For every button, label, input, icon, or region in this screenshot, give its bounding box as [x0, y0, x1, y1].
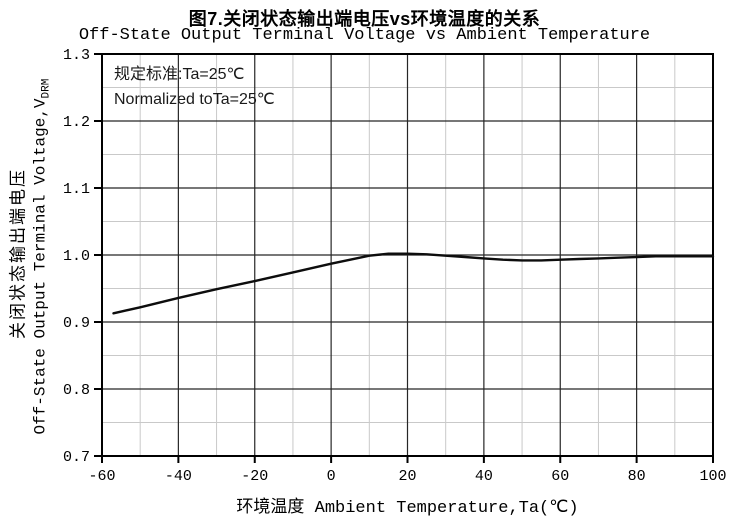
x-tick-label: -40	[165, 468, 192, 485]
x-tick-label: 0	[327, 468, 336, 485]
y-tick-label: 1.0	[63, 248, 90, 265]
voltage-temperature-curve	[112, 252, 715, 315]
x-tick-label: 80	[628, 468, 646, 485]
annotation-line-1: 规定标准:Ta=25℃	[114, 66, 245, 83]
x-tick-label: 20	[398, 468, 416, 485]
x-tick-label: 40	[475, 468, 493, 485]
x-tick-label: 60	[551, 468, 569, 485]
y-axis-label-cn: 关闭状态输出端电压	[8, 168, 28, 339]
y-tick-label: 0.9	[63, 315, 90, 332]
x-tick-label: -20	[241, 468, 268, 485]
y-tick-label: 0.8	[63, 382, 90, 399]
x-axis-label: 环境温度 Ambient Temperature,Ta(℃)	[236, 499, 579, 518]
y-tick-label: 0.7	[63, 449, 90, 466]
figure-title-en: Off-State Output Terminal Voltage vs Amb…	[78, 26, 651, 45]
x-tick-label: -60	[88, 468, 115, 485]
figure-title-cn: 图7.关闭状态输出端电压vs环境温度的关系	[188, 9, 541, 29]
normalization-note: 规定标准:Ta=25℃ Normalized toTa=25℃	[114, 62, 275, 112]
vdrm-subscript: DRM	[40, 78, 53, 99]
y-axis-label-en-text: Off-State Output Terminal Voltage,V	[31, 98, 50, 435]
x-tick-label: 100	[699, 468, 726, 485]
y-tick-label: 1.2	[63, 114, 90, 131]
annotation-line-2: Normalized toTa=25℃	[114, 91, 275, 108]
y-axis-label-en: Off-State Output Terminal Voltage,VDRM	[31, 42, 52, 472]
y-tick-label: 1.1	[63, 181, 90, 198]
y-tick-label: 1.3	[63, 47, 90, 64]
